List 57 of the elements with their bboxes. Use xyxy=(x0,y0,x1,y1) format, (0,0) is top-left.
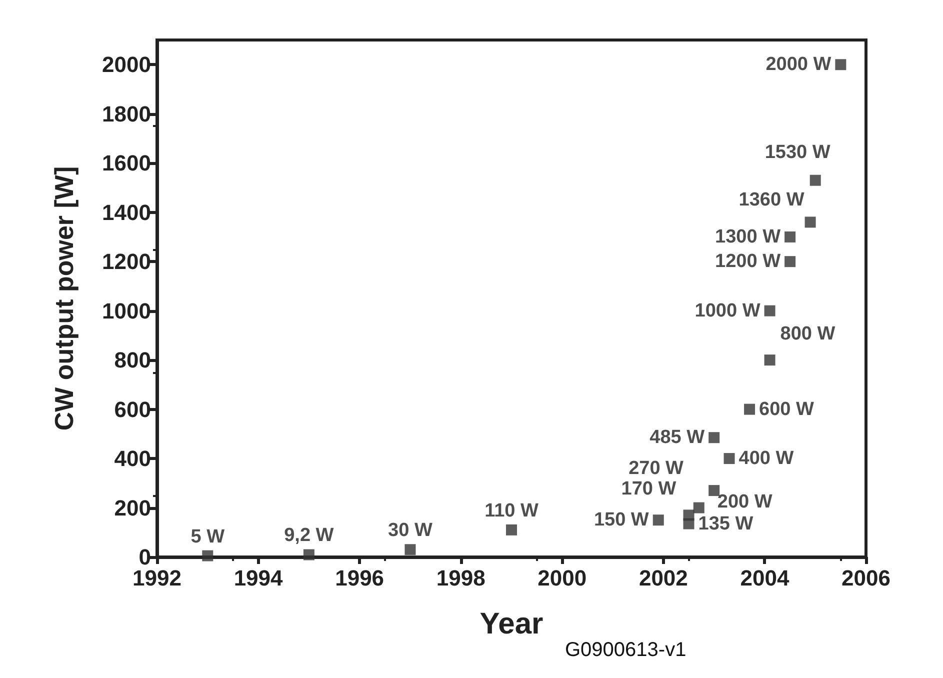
point xyxy=(708,432,720,444)
data-label: 135 W xyxy=(698,513,754,534)
y-tick-label: 1400 xyxy=(102,200,151,225)
data-label: 485 W xyxy=(650,427,705,448)
x-tick-label: 1996 xyxy=(335,566,384,590)
point xyxy=(835,59,846,70)
point xyxy=(506,524,517,536)
y-tick-label: 200 xyxy=(114,495,151,520)
data-label: 9,2 W xyxy=(284,525,334,546)
y-tick-label: 1000 xyxy=(102,298,151,324)
x-tick-label: 2000 xyxy=(538,566,587,590)
point xyxy=(784,256,796,268)
point xyxy=(724,453,735,464)
text: G0900613-v1 xyxy=(565,639,686,661)
y-tick-label: 2000 xyxy=(102,52,151,78)
y-tick-label: 400 xyxy=(114,446,151,472)
point xyxy=(804,216,816,228)
data-label: 1200 W xyxy=(715,251,781,272)
x-tick-label: 2004 xyxy=(740,566,790,590)
data-label: 170 W xyxy=(621,478,676,500)
data-label: 2000 W xyxy=(766,54,832,76)
point xyxy=(683,510,694,521)
point xyxy=(764,305,776,316)
data-label: 1530 W xyxy=(764,142,830,163)
x-tick-label: 2002 xyxy=(638,566,688,590)
data-label: 1000 W xyxy=(694,300,760,322)
point xyxy=(652,514,664,526)
point xyxy=(202,550,214,562)
y-tick-label: 600 xyxy=(114,396,151,422)
point xyxy=(693,502,704,514)
data-label: 200 W xyxy=(717,491,772,512)
y-axis-title: CW output power [W] xyxy=(49,166,79,431)
point xyxy=(764,354,776,366)
data-label: 400 W xyxy=(738,448,794,470)
point xyxy=(303,549,314,560)
x-tick-label: 1994 xyxy=(234,566,284,590)
point xyxy=(784,231,796,242)
x-tick-label: 1998 xyxy=(436,566,486,590)
data-label: 30 W xyxy=(388,520,432,542)
data-label: 800 W xyxy=(780,324,836,345)
x-axis-title: Year xyxy=(480,608,544,640)
point xyxy=(744,404,756,415)
data-label: 1360 W xyxy=(738,190,804,211)
y-tick-label: 1200 xyxy=(102,249,151,274)
y-tick-label: 800 xyxy=(114,348,151,373)
point xyxy=(810,174,821,186)
data-label: 110 W xyxy=(484,500,538,522)
data-label: 1300 W xyxy=(715,226,781,248)
point xyxy=(708,485,720,496)
data-label: 600 W xyxy=(759,398,814,420)
data-label: 270 W xyxy=(628,458,684,480)
data-label: 150 W xyxy=(594,510,649,531)
point xyxy=(404,544,416,556)
x-tick-label: 2006 xyxy=(842,566,890,590)
y-tick-label: 1800 xyxy=(102,101,151,126)
data-label: 5 W xyxy=(190,526,225,548)
y-tick-label: 1600 xyxy=(102,150,151,176)
